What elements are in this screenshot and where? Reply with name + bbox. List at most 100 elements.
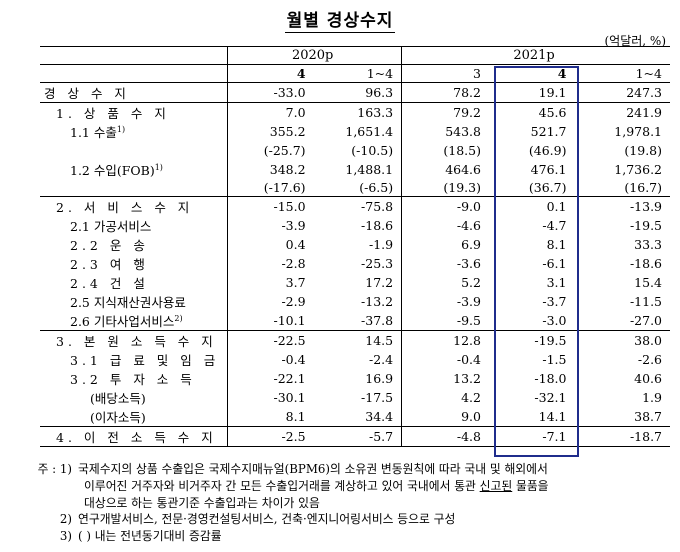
footnote-text: 연구개발서비스, 전문·경영컨설팅서비스, 건축·엔지니어링서비스 등으로 구성 [78, 512, 456, 527]
table-cell: -25.3 [361, 256, 394, 272]
row-label: 3.1 급 료 및 임 금 [70, 353, 220, 369]
table-cell: (16.7) [624, 179, 662, 195]
row-label [40, 141, 228, 159]
table-row: (배당소득) -30.1 -17.5 4.2 -32.1 1.9 [40, 388, 670, 408]
table-cell: 45.6 [488, 102, 575, 123]
footnote-text: 이루어진 거주자와 비거주자 간 모든 수출입거래를 계상하고 있어 국내에서 … [84, 478, 549, 493]
table-cell: -2.4 [368, 352, 394, 368]
footnote-text: ( ) 내는 전년동기대비 증감률 [78, 529, 222, 544]
footnote-1-cont: 대상으로 하는 통관기준 수출입과는 차이가 있음 [8, 495, 672, 512]
table-cell: 4.2 [401, 388, 489, 408]
table-cell: -9.5 [401, 311, 489, 331]
table-cell: 8.1 [227, 407, 314, 427]
table-cell: -27.0 [629, 313, 662, 329]
table-cell: 19.1 [538, 85, 567, 101]
table-cell: -5.7 [313, 426, 402, 448]
table-cell: (-10.5) [351, 142, 394, 158]
footnote-1-cont: 이루어진 거주자와 비거주자 간 모든 수출입거래를 계상하고 있어 국내에서 … [8, 478, 672, 495]
table-cell: 1,651.4 [345, 124, 394, 140]
row-label: 2.6 기타사업서비스2) [70, 314, 183, 330]
table-cell: 241.9 [574, 102, 670, 123]
table-cell: -3.9 [227, 216, 314, 236]
table-cell: -11.5 [629, 294, 662, 310]
table-cell: 348.2 [227, 159, 314, 179]
col-header: 1~4 [574, 64, 670, 84]
table-cell: 14.1 [538, 409, 567, 425]
footnotes: 주 : 1) 국제수지의 상품 수출입은 국제수지매뉴얼(BPM6)의 소유권 … [8, 461, 672, 545]
row-label: 3. 본 원 소 득 수 지 [40, 330, 228, 351]
table-row: 경 상 수 지 -33.0 96.3 78.2 19.1 247.3 [40, 82, 670, 103]
table-cell: -0.4 [401, 350, 489, 370]
table-row: 2.4 건 설 3.7 17.2 5.2 3.1 15.4 [40, 273, 670, 293]
table-row: 2.1 가공서비스 -3.9 -18.6 -4.6 -4.7 -19.5 [40, 216, 670, 236]
table-cell: -13.9 [574, 196, 670, 217]
table-cell: 5.2 [401, 273, 489, 293]
footnote-1: 주 : 1) 국제수지의 상품 수출입은 국제수지매뉴얼(BPM6)의 소유권 … [8, 461, 672, 478]
table-cell: (36.7) [528, 179, 567, 195]
table-cell: 355.2 [227, 122, 314, 142]
footnote-key: 2) [59, 512, 72, 527]
table-cell: -7.1 [488, 426, 575, 448]
table-cell: (46.9) [528, 142, 567, 158]
footnote-ref: 1) [116, 125, 126, 135]
table-cell: 6.9 [401, 235, 489, 255]
row-label: 경 상 수 지 [44, 86, 130, 102]
table-row: 2.5 지식재산권사용료 -2.9 -13.2 -3.9 -3.7 -11.5 [40, 292, 670, 312]
table-cell: -22.1 [227, 369, 314, 389]
footnote-ref: 1) [154, 162, 163, 172]
table-cell: 1.9 [642, 390, 662, 406]
row-label: 2.2 운 송 [70, 238, 149, 254]
table-row: (-25.7) (-10.5) (18.5) (46.9) (19.8) [40, 141, 670, 160]
table-cell: 13.2 [401, 369, 489, 389]
table-cell: -18.0 [534, 371, 567, 387]
table-cell: -30.1 [227, 388, 314, 408]
row-label: 2.5 지식재산권사용료 [70, 295, 186, 311]
table-cell: 9.0 [401, 407, 489, 427]
row-label: 1. 상 품 수 지 [40, 102, 228, 123]
table-cell: 15.4 [634, 275, 662, 291]
table-cell: -2.6 [637, 352, 662, 368]
header-blank [40, 64, 228, 84]
row-label [40, 179, 228, 197]
table-cell: -3.6 [401, 254, 489, 274]
row-label: (이자소득) [90, 410, 146, 426]
table-cell: -2.5 [227, 426, 314, 448]
table-row: 4. 이 전 소 득 수 지 -2.5 -5.7 -4.8 -7.1 -18.7 [40, 426, 670, 448]
table-cell: 40.6 [634, 371, 662, 387]
row-label: (배당소득) [90, 391, 146, 407]
table-cell: 0.1 [488, 196, 575, 217]
year-2020-header: 2020p [227, 45, 402, 66]
table-cell: 38.7 [634, 409, 662, 425]
footnote-prefix: 주 : 1) [37, 462, 72, 476]
table-cell: -13.2 [361, 294, 394, 310]
footnote-2: 2) 연구개발서비스, 전문·경영컨설팅서비스, 건축·엔지니어링서비스 등으로… [8, 511, 672, 528]
col-header: 4 [227, 64, 314, 84]
table-cell: 8.1 [546, 237, 567, 253]
table-cell: -3.7 [542, 294, 567, 310]
table-cell: -1.9 [368, 237, 394, 253]
table-cell: (-17.6) [227, 178, 314, 197]
table-cell: -4.6 [401, 216, 489, 236]
row-label: 2. 서 비 스 수 지 [40, 196, 228, 217]
table-cell: -2.9 [227, 292, 314, 312]
table-cell: 0.4 [227, 235, 314, 255]
table-cell: 521.7 [530, 124, 567, 140]
table-cell: -75.8 [313, 196, 402, 217]
table-cell: 1,978.1 [614, 124, 662, 140]
table-cell: -17.5 [361, 390, 394, 406]
table-cell: -32.1 [534, 390, 567, 406]
table-cell: -1.5 [542, 352, 567, 368]
table-cell: -3.9 [401, 292, 489, 312]
table-cell: -19.5 [629, 218, 662, 234]
year-2021-header: 2021p [401, 45, 670, 66]
table-cell: -0.4 [227, 350, 314, 370]
page-title: 월별 경상수지 [0, 6, 680, 33]
table-cell: -6.1 [542, 256, 567, 272]
underlined-text: 신고된 [479, 478, 513, 493]
table-row: (-17.6) (-6.5) (19.3) (36.7) (16.7) [40, 178, 670, 197]
year-header-row: 2020p 2021p [40, 45, 670, 66]
table-cell: -19.5 [488, 330, 575, 351]
table-cell: -18.6 [629, 256, 662, 272]
table-cell: -3.0 [542, 313, 567, 329]
table-cell: 17.2 [365, 275, 394, 291]
